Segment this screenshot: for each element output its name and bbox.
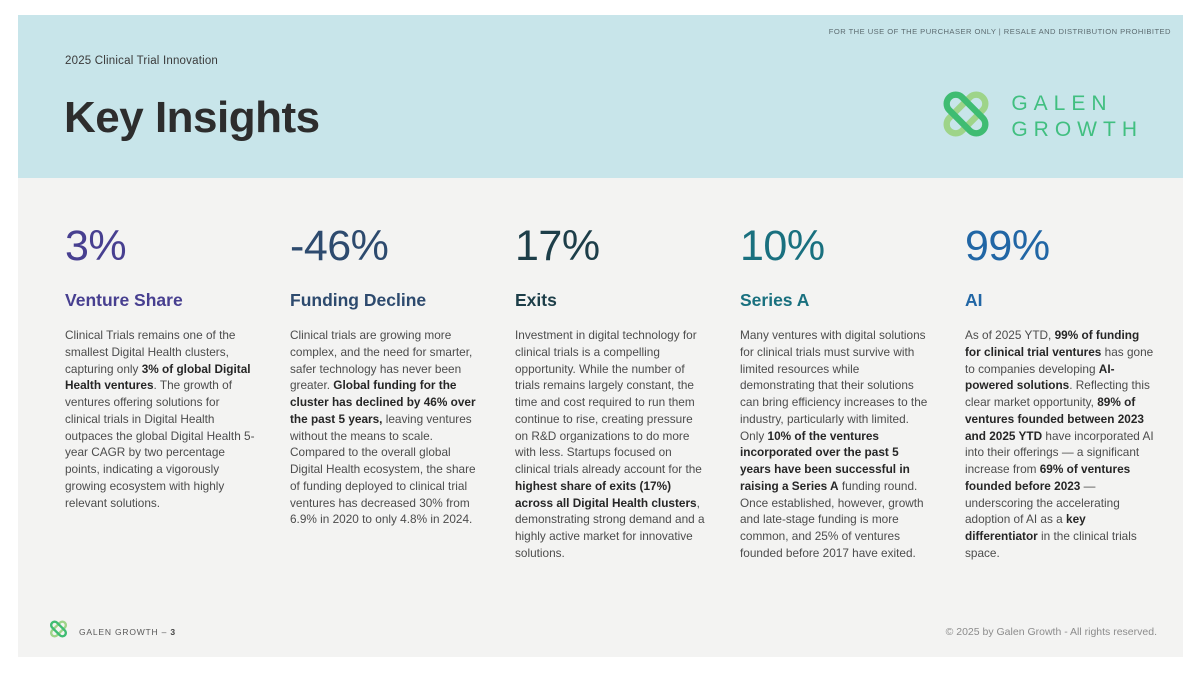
footer-copyright: © 2025 by Galen Growth - All rights rese…	[945, 625, 1157, 638]
stat-label: Exits	[515, 290, 557, 311]
logo-word-1: GALEN	[1011, 92, 1113, 116]
stat-column-venture-share: 3% Venture Share Clinical Trials remains…	[65, 222, 257, 562]
stat-column-ai: 99% AI As of 2025 YTD, 99% of funding fo…	[965, 222, 1157, 562]
slide-body: 3% Venture Share Clinical Trials remains…	[18, 178, 1183, 657]
stat-label: Venture Share	[65, 290, 183, 311]
stat-body-text: Clinical trials are growing more complex…	[290, 328, 476, 527]
stat-value: 17%	[515, 222, 600, 270]
footer-page-label: GALEN GROWTH – 3	[79, 626, 176, 637]
stat-body-text: Investment in digital technology for cli…	[515, 328, 705, 560]
stat-value: -46%	[290, 222, 389, 270]
stat-body-text: Many ventures with digital solutions for…	[740, 328, 928, 560]
footer-left: GALEN GROWTH – 3	[47, 618, 176, 645]
header-band: FOR THE USE OF THE PURCHASER ONLY | RESA…	[18, 15, 1183, 178]
footer-galen-x-icon	[47, 618, 70, 645]
stat-body-text: As of 2025 YTD, 99% of funding for clini…	[965, 328, 1154, 560]
stat-column-exits: 17% Exits Investment in digital technolo…	[515, 222, 707, 562]
stat-value: 99%	[965, 222, 1050, 270]
galen-growth-logo: GALEN GROWTH	[935, 85, 1143, 148]
stat-value: 10%	[740, 222, 825, 270]
stat-label: AI	[965, 290, 983, 311]
eyebrow-text: 2025 Clinical Trial Innovation	[65, 55, 219, 67]
disclaimer-text: FOR THE USE OF THE PURCHASER ONLY | RESA…	[828, 27, 1171, 36]
footer: GALEN GROWTH – 3 © 2025 by Galen Growth …	[47, 618, 1157, 645]
stat-column-funding-decline: -46% Funding Decline Clinical trials are…	[290, 222, 482, 562]
stat-label: Funding Decline	[290, 290, 427, 311]
stat-column-series-a: 10% Series A Many ventures with digital …	[740, 222, 932, 562]
stats-grid: 3% Venture Share Clinical Trials remains…	[18, 178, 1183, 562]
galen-growth-x-icon	[935, 85, 997, 148]
stat-value: 3%	[65, 222, 127, 270]
stat-body-text: Clinical Trials remains one of the small…	[65, 328, 255, 510]
logo-word-2: GROWTH	[1011, 117, 1143, 141]
slide-page: FOR THE USE OF THE PURCHASER ONLY | RESA…	[18, 15, 1183, 657]
page-title: Key Insights	[64, 93, 320, 142]
logo-wordmark: GALEN GROWTH	[1011, 91, 1143, 141]
stat-label: Series A	[740, 290, 810, 311]
